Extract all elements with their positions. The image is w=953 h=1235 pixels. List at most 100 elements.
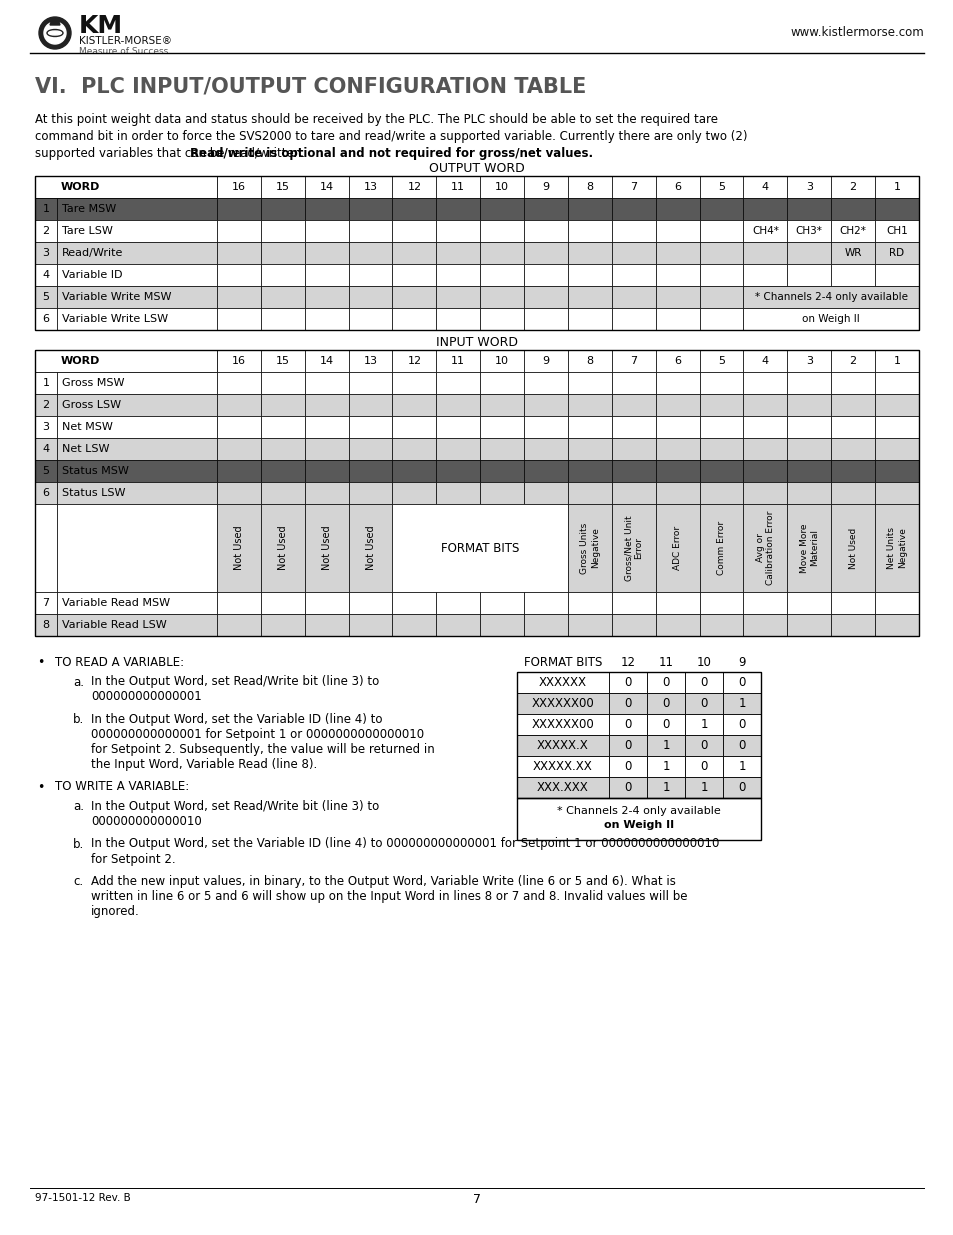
Bar bbox=[684, 756, 722, 777]
Text: Not Used: Not Used bbox=[848, 527, 857, 568]
Bar bbox=[742, 416, 786, 438]
Bar bbox=[517, 756, 608, 777]
Bar bbox=[436, 459, 479, 482]
Text: Measure of Success: Measure of Success bbox=[79, 47, 168, 56]
Bar bbox=[786, 177, 830, 198]
Text: www.kistlermorse.com: www.kistlermorse.com bbox=[789, 26, 923, 40]
Bar bbox=[567, 350, 611, 372]
Bar bbox=[35, 350, 918, 636]
Text: 0: 0 bbox=[623, 781, 631, 794]
Bar bbox=[567, 220, 611, 242]
Bar bbox=[611, 220, 655, 242]
Bar bbox=[699, 592, 742, 614]
Text: 8: 8 bbox=[586, 356, 593, 366]
Text: At this point weight data and status should be received by the PLC. The PLC shou: At this point weight data and status sho… bbox=[35, 112, 718, 126]
Text: 7: 7 bbox=[473, 1193, 480, 1207]
Bar bbox=[392, 394, 436, 416]
Text: Move More
Material: Move More Material bbox=[799, 524, 819, 573]
Bar bbox=[479, 198, 523, 220]
Bar bbox=[742, 287, 786, 308]
Text: WORD: WORD bbox=[61, 182, 100, 191]
Bar bbox=[699, 394, 742, 416]
Text: XXXXXX: XXXXXX bbox=[538, 676, 586, 689]
Bar bbox=[830, 177, 874, 198]
Bar bbox=[436, 482, 479, 504]
Bar bbox=[722, 714, 760, 735]
Bar bbox=[655, 504, 699, 592]
Text: 0: 0 bbox=[661, 697, 669, 710]
Bar bbox=[392, 198, 436, 220]
Bar bbox=[392, 308, 436, 330]
Bar bbox=[392, 287, 436, 308]
Bar bbox=[35, 220, 57, 242]
Bar bbox=[655, 198, 699, 220]
Bar bbox=[874, 592, 918, 614]
Bar bbox=[304, 264, 348, 287]
Text: 0: 0 bbox=[623, 697, 631, 710]
Bar bbox=[436, 614, 479, 636]
Text: 1: 1 bbox=[43, 204, 50, 214]
Text: 12: 12 bbox=[619, 656, 635, 669]
Text: Not Used: Not Used bbox=[233, 526, 244, 571]
Bar bbox=[523, 459, 567, 482]
Bar bbox=[830, 592, 874, 614]
Bar bbox=[611, 504, 655, 592]
Bar bbox=[523, 438, 567, 459]
Bar bbox=[699, 416, 742, 438]
Bar bbox=[260, 242, 304, 264]
Bar bbox=[611, 350, 655, 372]
Text: 1: 1 bbox=[700, 718, 707, 731]
Text: 1: 1 bbox=[661, 781, 669, 794]
Text: Net MSW: Net MSW bbox=[62, 422, 112, 432]
Bar bbox=[874, 198, 918, 220]
Text: WR: WR bbox=[843, 248, 861, 258]
Bar bbox=[304, 416, 348, 438]
Bar bbox=[348, 438, 392, 459]
Bar bbox=[684, 735, 722, 756]
Bar bbox=[611, 416, 655, 438]
Bar bbox=[57, 242, 216, 264]
Bar bbox=[35, 177, 918, 330]
Bar bbox=[260, 350, 304, 372]
Text: 16: 16 bbox=[232, 182, 246, 191]
Bar bbox=[699, 308, 742, 330]
Text: CH4*: CH4* bbox=[751, 226, 778, 236]
Text: supported variables that can be read/written.: supported variables that can be read/wri… bbox=[35, 147, 309, 161]
Text: 1: 1 bbox=[738, 760, 745, 773]
Bar bbox=[567, 177, 611, 198]
Text: In the Output Word, set Read/Write bit (line 3) to: In the Output Word, set Read/Write bit (… bbox=[91, 676, 379, 688]
Bar bbox=[742, 242, 786, 264]
Bar bbox=[523, 416, 567, 438]
Bar bbox=[392, 350, 436, 372]
Bar bbox=[57, 308, 216, 330]
Bar bbox=[786, 372, 830, 394]
Text: 0: 0 bbox=[623, 739, 631, 752]
Text: 6: 6 bbox=[674, 356, 680, 366]
Circle shape bbox=[39, 17, 71, 49]
Text: XXXXX.X: XXXXX.X bbox=[537, 739, 588, 752]
Bar bbox=[35, 198, 57, 220]
Bar bbox=[392, 264, 436, 287]
Bar bbox=[646, 777, 684, 798]
Bar bbox=[35, 264, 57, 287]
Bar bbox=[874, 504, 918, 592]
Bar bbox=[436, 372, 479, 394]
Text: 14: 14 bbox=[319, 182, 334, 191]
Bar bbox=[392, 592, 436, 614]
Bar bbox=[523, 482, 567, 504]
Bar bbox=[567, 372, 611, 394]
Bar bbox=[523, 220, 567, 242]
Bar bbox=[874, 308, 918, 330]
Bar bbox=[57, 198, 216, 220]
Bar bbox=[567, 308, 611, 330]
Bar bbox=[523, 264, 567, 287]
Bar bbox=[655, 350, 699, 372]
Bar bbox=[722, 693, 760, 714]
Text: 000000000000001 for Setpoint 1 or 0000000000000010: 000000000000001 for Setpoint 1 or 000000… bbox=[91, 727, 424, 741]
Text: command bit in order to force the SVS2000 to tare and read/write a supported var: command bit in order to force the SVS200… bbox=[35, 130, 747, 143]
Bar bbox=[786, 459, 830, 482]
Bar bbox=[874, 350, 918, 372]
Text: 6: 6 bbox=[43, 488, 50, 498]
Text: ignored.: ignored. bbox=[91, 905, 139, 918]
Bar bbox=[655, 394, 699, 416]
